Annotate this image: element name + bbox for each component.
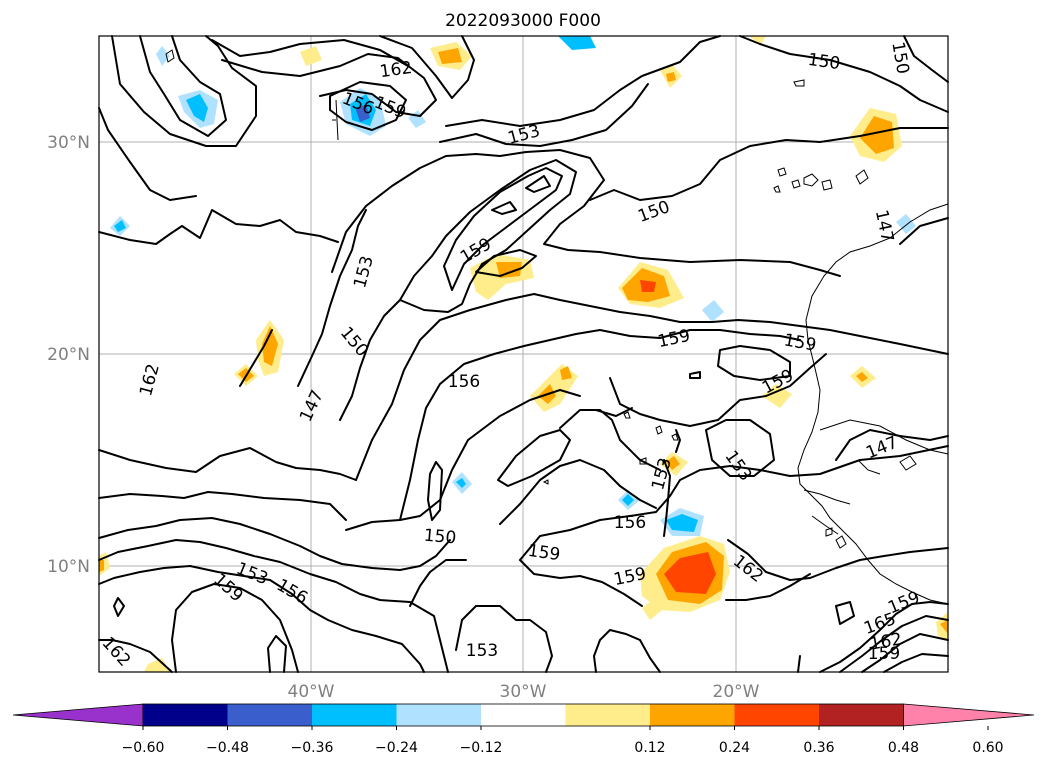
contour-label: 150 [423,526,457,549]
contour-label: 159 [868,644,900,664]
colorbar-segment [481,704,566,726]
contour-label: 162 [379,58,414,82]
colorbar-tick-label: −0.60 [122,740,165,756]
colorbar-extend-high [903,703,1035,727]
colorbar-segment [819,704,904,726]
lon-label-30w: 30°W [500,682,547,702]
colorbar-segment [227,704,312,726]
height-contours [98,35,949,673]
colorbar-extend-low [12,703,144,727]
colorbar-segment [734,704,819,726]
colorbar-tick-label: 0.60 [972,740,1003,756]
shaded-anomalies [99,36,948,672]
colorbar-segment [312,704,397,726]
latitude-labels: 30°N 20°N 10°N [47,133,90,577]
lat-label-10n: 10°N [47,557,90,577]
contour-label: 156 [448,372,480,392]
longitude-labels: 40°W 30°W 20°W [288,682,760,702]
colorbar-tick-label: −0.36 [291,740,334,756]
lon-label-20w: 20°W [713,682,760,702]
lat-label-30n: 30°N [47,133,90,153]
contour-label: 153 [466,641,498,661]
lat-label-20n: 20°N [47,345,90,365]
colorbar-segment [565,704,650,726]
colorbar-tick-label: 0.36 [803,740,834,756]
contour-label: 156 [614,513,646,533]
colorbar-tick-label: 0.12 [634,740,665,756]
lon-label-40w: 40°W [288,682,335,702]
contour-label: 159 [527,541,562,565]
contour-label: 150 [807,50,842,74]
colorbar: −0.60 −0.48 −0.36 −0.24 −0.12 0.12 0.24 0.36 0.4… [12,703,1035,756]
colorbar-tick-label: −0.24 [375,740,418,756]
colorbar-tick-label: −0.12 [460,740,503,756]
figure-title: 2022093000 F000 [445,11,601,31]
colorbar-segment [396,704,481,726]
colorbar-tick-label: 0.48 [888,740,919,756]
colorbar-tick-label: 0.24 [719,740,750,756]
colorbar-segment [650,704,735,726]
colorbar-segment [143,704,228,726]
coastlines [165,49,949,605]
colorbar-tick-label: −0.48 [206,740,249,756]
gridlines [99,36,948,672]
